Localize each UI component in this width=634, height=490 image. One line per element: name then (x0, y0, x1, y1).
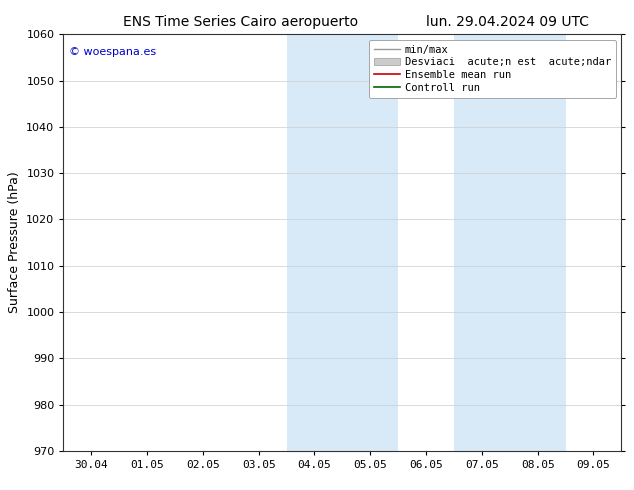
Text: ENS Time Series Cairo aeropuerto: ENS Time Series Cairo aeropuerto (124, 15, 358, 29)
Text: © woespana.es: © woespana.es (69, 47, 156, 57)
Bar (454, 34, 566, 451)
Bar (287, 34, 398, 451)
Y-axis label: Surface Pressure (hPa): Surface Pressure (hPa) (8, 172, 21, 314)
Text: lun. 29.04.2024 09 UTC: lun. 29.04.2024 09 UTC (425, 15, 589, 29)
Legend: min/max, Desviaci  acute;n est  acute;ndar, Ensemble mean run, Controll run: min/max, Desviaci acute;n est acute;ndar… (369, 40, 616, 98)
